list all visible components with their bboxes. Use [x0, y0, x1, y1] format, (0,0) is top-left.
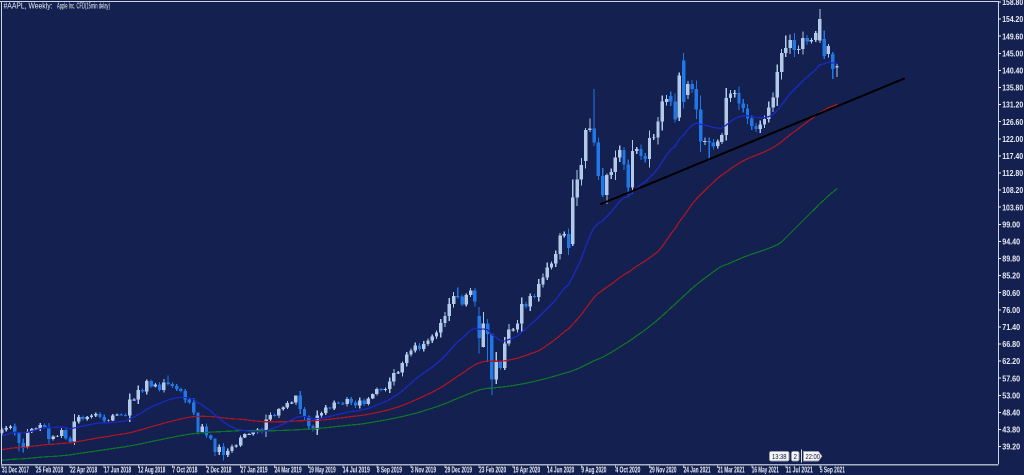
svg-text:135.80: 135.80	[1002, 83, 1023, 93]
svg-text:99.00: 99.00	[1002, 219, 1020, 229]
svg-text:62.20: 62.20	[1002, 356, 1020, 366]
svg-text:Apple Inc. CFD(15min delay): Apple Inc. CFD(15min delay)	[57, 0, 110, 10]
svg-text:17 Jun 2018: 17 Jun 2018	[104, 465, 131, 475]
svg-text:13:38: 13:38	[772, 452, 787, 461]
svg-text:131.20: 131.20	[1002, 100, 1023, 110]
svg-text:89.80: 89.80	[1002, 254, 1020, 264]
svg-text:24 Jan 2021: 24 Jan 2021	[684, 465, 711, 475]
svg-text:43.80: 43.80	[1002, 425, 1020, 435]
svg-text:2: 2	[794, 452, 798, 461]
svg-text:122.00: 122.00	[1002, 134, 1023, 144]
svg-text:76.00: 76.00	[1002, 305, 1020, 315]
svg-text:117.40: 117.40	[1002, 151, 1023, 161]
svg-text:14 Jul 2019: 14 Jul 2019	[343, 465, 370, 475]
svg-text:149.60: 149.60	[1002, 31, 1023, 41]
svg-text:39.20: 39.20	[1002, 442, 1020, 452]
svg-text:158.80: 158.80	[1002, 0, 1023, 7]
svg-text:19 Apr 2020: 19 Apr 2020	[513, 465, 540, 475]
svg-text:25 Feb 2018: 25 Feb 2018	[36, 465, 63, 475]
svg-text:#AAPL, Weekly:: #AAPL, Weekly:	[4, 0, 53, 10]
svg-text:12 Aug 2018: 12 Aug 2018	[138, 465, 165, 475]
svg-text:5 Sep 2021: 5 Sep 2021	[820, 465, 845, 475]
svg-text:4 Oct 2020: 4 Oct 2020	[615, 465, 640, 475]
svg-text:71.40: 71.40	[1002, 322, 1020, 332]
svg-text:22 Apr 2018: 22 Apr 2018	[70, 465, 97, 475]
svg-text:66.80: 66.80	[1002, 339, 1020, 349]
svg-text:103.60: 103.60	[1002, 202, 1023, 212]
svg-text:29 Nov 2020: 29 Nov 2020	[650, 465, 677, 475]
svg-text:27 Jan 2019: 27 Jan 2019	[241, 465, 268, 475]
svg-text:48.40: 48.40	[1002, 408, 1020, 418]
svg-text:140.40: 140.40	[1002, 66, 1023, 76]
svg-text:9 Aug 2020: 9 Aug 2020	[581, 465, 606, 475]
svg-text:29 Dec 2019: 29 Dec 2019	[445, 465, 472, 475]
svg-text:24 Mar 2019: 24 Mar 2019	[275, 465, 302, 475]
svg-text:2 Dec 2018: 2 Dec 2018	[207, 465, 232, 475]
svg-text:21 Mar 2021: 21 Mar 2021	[718, 465, 745, 475]
svg-text:8 Sep 2019: 8 Sep 2019	[377, 465, 402, 475]
svg-text:57.60: 57.60	[1002, 373, 1020, 383]
svg-text:126.60: 126.60	[1002, 117, 1023, 127]
svg-text:14 Jun 2020: 14 Jun 2020	[547, 465, 574, 475]
svg-text:85.20: 85.20	[1002, 271, 1020, 281]
svg-text:108.20: 108.20	[1002, 185, 1023, 195]
svg-text:31 Dec 2017: 31 Dec 2017	[2, 465, 29, 475]
svg-text:145.00: 145.00	[1002, 48, 1023, 58]
svg-text:16 May 2021: 16 May 2021	[752, 465, 779, 475]
svg-text:112.80: 112.80	[1002, 168, 1023, 178]
svg-text:94.40: 94.40	[1002, 237, 1020, 247]
svg-text:22:00: 22:00	[806, 452, 821, 461]
svg-text:53.00: 53.00	[1002, 390, 1020, 400]
svg-text:19 May 2019: 19 May 2019	[309, 465, 336, 475]
svg-text:154.20: 154.20	[1002, 14, 1023, 24]
svg-text:3 Nov 2019: 3 Nov 2019	[411, 465, 436, 475]
svg-text:7 Oct 2018: 7 Oct 2018	[172, 465, 197, 475]
svg-text:23 Feb 2020: 23 Feb 2020	[479, 465, 506, 475]
svg-text:80.60: 80.60	[1002, 288, 1020, 298]
svg-text:11 Jul 2021: 11 Jul 2021	[786, 465, 813, 475]
